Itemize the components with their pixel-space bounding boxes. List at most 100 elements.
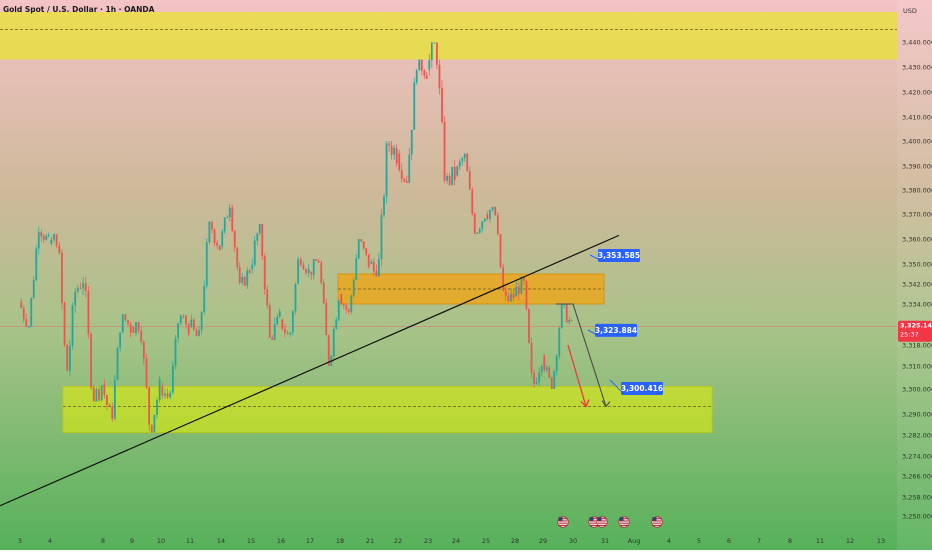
bar-countdown: 25:37 — [900, 331, 919, 339]
candle — [37, 226, 40, 255]
candle — [476, 231, 479, 234]
candle — [428, 54, 431, 76]
y-tick-label: 3,430.000 — [902, 63, 932, 71]
candle — [291, 309, 294, 336]
candle — [558, 325, 561, 360]
candle — [380, 208, 383, 267]
x-tick-label: 5 — [697, 537, 701, 545]
candle — [325, 298, 328, 336]
current-price-badge-bg — [898, 320, 932, 342]
x-axis-ticks: 3 4 8 9 10 11 14 15 16 17 18 21 22 23 24 25 28 29 30 31 Aug 4… — [18, 537, 885, 545]
candle — [302, 261, 305, 271]
candle — [398, 149, 401, 172]
projection-arrowhead-gray — [601, 400, 611, 408]
candle — [100, 385, 103, 402]
candle — [208, 221, 211, 245]
candle — [438, 59, 441, 95]
candle — [251, 258, 254, 274]
candle — [103, 379, 106, 399]
candle — [390, 141, 393, 160]
candle — [98, 386, 100, 402]
x-tick-label: 8 — [788, 537, 792, 545]
y-tick-label: 3,274.000 — [902, 452, 932, 460]
candle — [198, 326, 200, 337]
us-flag-icon[interactable] — [557, 516, 569, 528]
price-callout[interactable]: 3,353.585 — [589, 249, 640, 263]
candle — [226, 215, 229, 218]
trendline[interactable] — [0, 234, 620, 507]
us-flag-icon[interactable] — [588, 516, 600, 528]
price-callout[interactable]: 3,323.884 — [587, 323, 637, 337]
candle — [565, 304, 568, 323]
us-flag-icon[interactable] — [596, 516, 608, 528]
candle — [388, 141, 390, 152]
us-flag-icon[interactable] — [651, 516, 663, 528]
candle — [570, 319, 573, 322]
y-tick-label: 3,370.000 — [902, 210, 932, 218]
candle — [30, 297, 33, 328]
y-tick-label: 3,300.000 — [902, 385, 932, 393]
candle — [213, 228, 216, 247]
candle — [169, 390, 172, 399]
candle — [413, 77, 416, 130]
candle — [360, 239, 363, 243]
zone-support[interactable] — [62, 386, 713, 433]
candle — [150, 424, 153, 433]
price-axis[interactable] — [897, 0, 932, 550]
candle — [263, 253, 266, 295]
candle — [273, 317, 276, 340]
candle — [63, 301, 66, 348]
x-tick-label: 7 — [757, 537, 761, 545]
candle — [481, 220, 484, 233]
candle — [108, 403, 111, 408]
candle — [520, 276, 523, 295]
x-tick-label: 30 — [569, 537, 577, 545]
candle — [119, 332, 122, 352]
candle — [553, 369, 556, 389]
candle — [84, 276, 87, 298]
candle — [124, 314, 127, 323]
candle — [550, 376, 553, 389]
us-flag-icon[interactable] — [618, 516, 630, 528]
x-tick-label: 3 — [18, 537, 22, 545]
candle — [370, 259, 373, 265]
drawings-layer — [0, 234, 620, 507]
candle — [68, 339, 71, 376]
candle — [332, 325, 335, 363]
y-tick-label: 3,290.000 — [902, 410, 932, 418]
projection-path-red[interactable] — [567, 344, 587, 407]
candle — [121, 314, 124, 334]
candle — [400, 162, 403, 183]
y-tick-label: 3,410.000 — [902, 113, 932, 121]
price-callout[interactable]: 3,300.416 — [609, 379, 663, 396]
candle — [137, 321, 140, 334]
candle — [403, 177, 406, 183]
candle — [446, 173, 448, 184]
candle — [286, 330, 289, 335]
candle — [504, 286, 507, 301]
candle — [42, 233, 45, 244]
candle — [278, 308, 281, 319]
candle — [261, 224, 264, 261]
candle — [223, 217, 226, 234]
zone-resistance[interactable] — [0, 12, 897, 60]
y-tick-label: 3,440.000 — [902, 38, 932, 46]
candle — [87, 286, 90, 339]
candle — [317, 259, 320, 263]
x-tick-label: 16 — [277, 537, 285, 545]
candle — [471, 187, 474, 216]
candle — [545, 364, 548, 373]
y-tick-label: 3,400.000 — [902, 137, 932, 145]
symbol-title: Gold Spot / U.S. Dollar · 1h · OANDA — [3, 5, 155, 14]
candle — [535, 377, 538, 385]
candle — [307, 263, 310, 278]
candle — [342, 302, 345, 309]
candle — [538, 367, 541, 387]
projection-path-gray[interactable] — [556, 303, 607, 407]
candle — [345, 302, 348, 314]
candle — [47, 232, 50, 238]
candle — [463, 153, 466, 162]
candle — [425, 71, 428, 79]
y-tick-label: 3,318.000 — [902, 341, 932, 349]
